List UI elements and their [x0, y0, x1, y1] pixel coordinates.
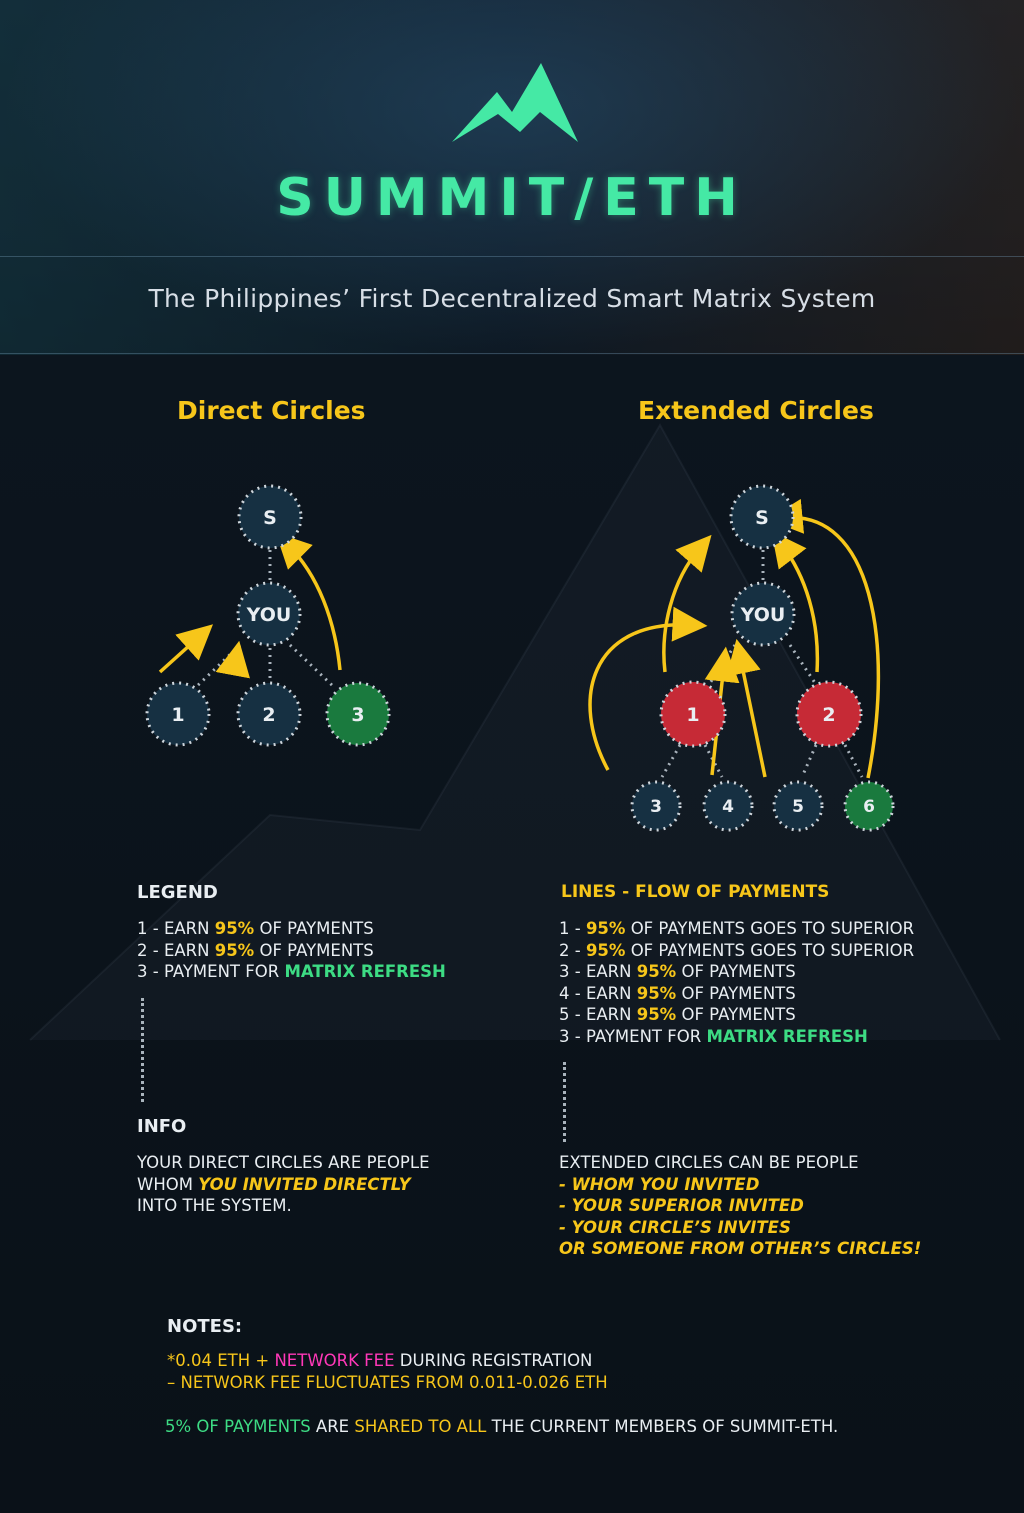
divider: [0, 353, 1024, 354]
info-line: OR SOMEONE FROM OTHER’S CIRCLES!: [559, 1239, 922, 1259]
lines-heading: LINES - FLOW OF PAYMENTS: [561, 882, 830, 902]
info-line: YOUR DIRECT CIRCLES ARE PEOPLE: [137, 1153, 430, 1172]
legend-item: 3 - PAYMENT FOR MATRIX REFRESH: [137, 962, 446, 982]
info-line: - YOUR SUPERIOR INVITED: [559, 1196, 804, 1216]
node-label: YOU: [246, 604, 292, 626]
node-you: YOU: [730, 581, 796, 647]
brand-name: SUMMIT/ETH: [276, 168, 748, 228]
node-you: YOU: [236, 581, 302, 647]
info-line: EXTENDED CIRCLES CAN BE PEOPLE: [559, 1153, 859, 1172]
node-label: YOU: [740, 604, 786, 626]
header-background: [0, 0, 1024, 355]
note-line: – NETWORK FEE FLUCTUATES FROM 0.011-0.02…: [167, 1372, 608, 1392]
node-3: 3: [325, 681, 391, 747]
notes-block: *0.04 ETH + NETWORK FEE DURING REGISTRAT…: [167, 1350, 608, 1393]
tagline: The Philippines’ First Decentralized Sma…: [148, 284, 876, 313]
dotted-separator: [563, 1062, 566, 1142]
note-line: *0.04 ETH + NETWORK FEE DURING REGISTRAT…: [167, 1351, 593, 1370]
node-label: 2: [262, 704, 275, 726]
node-label: 3: [351, 704, 364, 726]
node-3: 3: [630, 780, 682, 832]
node-label: 3: [650, 797, 662, 817]
lines-item: 3 - EARN 95% OF PAYMENTS: [559, 962, 796, 982]
lines-item: 4 - EARN 95% OF PAYMENTS: [559, 983, 796, 1003]
note-line: 5% OF PAYMENTS ARE SHARED TO ALL THE CUR…: [165, 1417, 839, 1436]
notes-heading: NOTES:: [167, 1316, 243, 1337]
lines-item: 5 - EARN 95% OF PAYMENTS: [559, 1005, 796, 1025]
node-label: S: [755, 507, 769, 529]
extended-info: EXTENDED CIRCLES CAN BE PEOPLE - WHOM YO…: [559, 1152, 921, 1260]
node-label: 4: [722, 797, 734, 817]
tree-connectors: [193, 550, 337, 690]
node-label: 1: [686, 704, 699, 726]
shared-note: 5% OF PAYMENTS ARE SHARED TO ALL THE CUR…: [165, 1416, 838, 1438]
lines-item: 1 - 95% OF PAYMENTS GOES TO SUPERIOR: [559, 919, 915, 938]
info-line: - WHOM YOU INVITED: [559, 1174, 760, 1194]
node-label: S: [263, 507, 277, 529]
node-2: 2: [236, 681, 302, 747]
legend-item: 2 - EARN 95% OF PAYMENTS: [137, 940, 374, 960]
lines-item: 3 - PAYMENT FOR MATRIX REFRESH: [559, 1026, 868, 1046]
node-5: 5: [772, 780, 824, 832]
node-label: 1: [171, 704, 184, 726]
node-6: 6: [843, 780, 895, 832]
info-line: INTO THE SYSTEM.: [137, 1196, 292, 1216]
divider: [0, 256, 1024, 257]
legend-heading: LEGEND: [137, 882, 218, 903]
node-top: S: [237, 484, 303, 550]
direct-info: YOUR DIRECT CIRCLES ARE PEOPLE WHOM YOU …: [137, 1152, 430, 1217]
legend-list: 1 - EARN 95% OF PAYMENTS 2 - EARN 95% OF…: [137, 918, 446, 983]
lines-list: 1 - 95% OF PAYMENTS GOES TO SUPERIOR 2 -…: [559, 918, 914, 1048]
info-line: - YOUR CIRCLE’S INVITES: [559, 1217, 791, 1237]
node-label: 6: [863, 797, 875, 817]
dotted-separator: [141, 998, 144, 1102]
node-top: S: [729, 484, 795, 550]
info-line: WHOM YOU INVITED DIRECTLY: [137, 1174, 411, 1194]
info-heading: INFO: [137, 1116, 187, 1137]
node-1: 1: [145, 681, 211, 747]
legend-item: 1 - EARN 95% OF PAYMENTS: [137, 919, 374, 938]
node-4: 4: [702, 780, 754, 832]
extended-circles-title: Extended Circles: [638, 396, 874, 425]
node-2: 2: [795, 680, 863, 748]
lines-item: 2 - 95% OF PAYMENTS GOES TO SUPERIOR: [559, 940, 915, 960]
node-1: 1: [659, 680, 727, 748]
node-label: 5: [792, 797, 804, 817]
direct-circles-title: Direct Circles: [177, 396, 366, 425]
node-label: 2: [822, 704, 835, 726]
payment-arrows: [158, 532, 342, 679]
